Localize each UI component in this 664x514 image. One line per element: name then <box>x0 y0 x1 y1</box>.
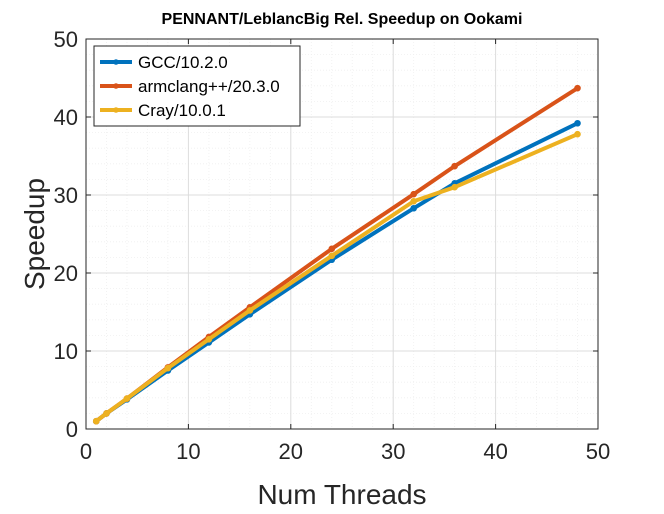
y-tick-label: 40 <box>54 105 78 130</box>
data-point <box>246 307 254 314</box>
data-point <box>574 84 581 92</box>
data-point <box>123 395 131 402</box>
data-point <box>410 197 417 205</box>
data-point <box>328 252 336 260</box>
x-tick-label: 40 <box>483 439 507 464</box>
plot-area-border <box>85 38 599 430</box>
data-point <box>574 130 581 138</box>
series-line-gcc-10-2-0 <box>94 121 580 424</box>
legend-marker <box>113 107 119 113</box>
legend-marker <box>113 83 119 89</box>
data-point <box>164 364 172 372</box>
legend-label: Cray/10.0.1 <box>138 101 226 120</box>
y-tick-label: 0 <box>66 417 78 442</box>
data-point <box>574 119 581 127</box>
series-group <box>92 84 581 425</box>
y-tick-label: 20 <box>54 261 78 286</box>
legend-label: armclang++/20.3.0 <box>138 77 280 96</box>
x-tick-label: 50 <box>586 439 610 464</box>
data-point <box>328 245 336 253</box>
x-tick-label: 10 <box>176 439 200 464</box>
chart-title: PENNANT/LeblancBig Rel. Speedup on Ookam… <box>162 11 523 28</box>
legend-label: GCC/10.2.0 <box>138 53 228 72</box>
series-cray-10-0-1 <box>92 130 581 425</box>
y-tick-label: 50 <box>54 27 78 52</box>
y-axis-label: Speedup <box>19 178 50 290</box>
data-point <box>451 162 458 170</box>
x-tick-label: 30 <box>381 439 405 464</box>
legend: GCC/10.2.0 armclang++/20.3.0 Cray/10.0.1 <box>93 45 301 127</box>
legend-marker <box>113 59 119 65</box>
x-axis-label: Num Threads <box>257 479 426 510</box>
data-point <box>410 204 417 212</box>
data-point <box>410 190 417 198</box>
y-tick-label: 30 <box>54 183 78 208</box>
y-tick-label: 10 <box>54 339 78 364</box>
series-line-cray-10-0-1 <box>94 132 580 424</box>
ticks: 0 10 20 30 40 50 0 10 20 30 40 50 <box>54 27 611 464</box>
data-point <box>205 336 213 343</box>
data-point <box>103 410 110 417</box>
data-point <box>451 183 458 191</box>
data-point <box>92 417 100 425</box>
x-tick-label: 20 <box>279 439 303 464</box>
x-tick-label: 0 <box>80 439 92 464</box>
